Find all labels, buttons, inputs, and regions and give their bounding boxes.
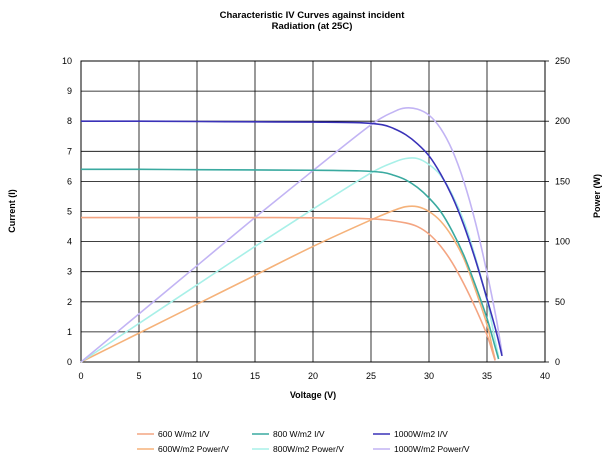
y2-tick-label: 100 bbox=[555, 237, 570, 247]
x-tick-label: 10 bbox=[192, 371, 202, 381]
series-line-600-w-m2-i-v bbox=[80, 216, 496, 361]
y-tick-label: 5 bbox=[67, 207, 72, 217]
chart-title-group: Characteristic IV Curves against inciden… bbox=[220, 10, 406, 32]
y2-tick-label: 150 bbox=[555, 176, 570, 186]
series-layer bbox=[80, 107, 503, 363]
y-tick-label: 0 bbox=[67, 357, 72, 367]
y-tick-label: 2 bbox=[67, 297, 72, 307]
legend-label: 1000W/m2 Power/V bbox=[394, 444, 470, 454]
y-tick-label: 10 bbox=[62, 56, 72, 66]
series-line-600w-m2-power-v bbox=[80, 205, 496, 363]
grid-layer bbox=[80, 60, 546, 363]
y2-tick-label: 50 bbox=[555, 297, 565, 307]
legend-label: 600W/m2 Power/V bbox=[158, 444, 229, 454]
legend: 600 W/m2 I/V 800 W/m2 I/V 1000W/m2 I/V 600W… bbox=[137, 429, 470, 454]
x-tick-label: 30 bbox=[424, 371, 434, 381]
legend-label: 600 W/m2 I/V bbox=[158, 429, 210, 439]
chart-subtitle: Radiation (at 25C) bbox=[272, 21, 353, 32]
y-tick-label: 9 bbox=[67, 86, 72, 96]
y-axis-label: Current (I) bbox=[7, 189, 17, 233]
y2-tick-label: 200 bbox=[555, 116, 570, 126]
axis-layer: 0 5 10 15 20 25 30 35 40012345678910050100150200… bbox=[62, 56, 570, 381]
label-layer: Voltage (V) Current (I) Power (W) bbox=[7, 174, 602, 400]
x-tick-label: 40 bbox=[540, 371, 550, 381]
y-tick-label: 4 bbox=[67, 237, 72, 247]
x-tick-label: 35 bbox=[482, 371, 492, 381]
x-axis-label: Voltage (V) bbox=[290, 390, 336, 400]
series-line-1000w-m2-i-v bbox=[80, 120, 503, 357]
y2-tick-label: 0 bbox=[555, 357, 560, 367]
legend-label: 800W/m2 Power/V bbox=[273, 444, 344, 454]
legend-label: 800 W/m2 I/V bbox=[273, 429, 325, 439]
y-tick-label: 3 bbox=[67, 267, 72, 277]
y2-tick-label: 250 bbox=[555, 56, 570, 66]
x-tick-label: 25 bbox=[366, 371, 376, 381]
x-tick-label: 5 bbox=[136, 371, 141, 381]
y-tick-label: 8 bbox=[67, 116, 72, 126]
chart-title: Characteristic IV Curves against inciden… bbox=[220, 10, 406, 21]
legend-label: 1000W/m2 I/V bbox=[394, 429, 448, 439]
x-tick-label: 20 bbox=[308, 371, 318, 381]
plot-frame bbox=[80, 60, 546, 363]
x-tick-label: 0 bbox=[78, 371, 83, 381]
y2-axis-label: Power (W) bbox=[592, 174, 602, 218]
y-tick-label: 7 bbox=[67, 146, 72, 156]
series-line-1000w-m2-power-v bbox=[80, 107, 503, 363]
series-line-800-w-m2-i-v bbox=[80, 168, 500, 360]
y-tick-label: 1 bbox=[67, 327, 72, 337]
x-tick-label: 15 bbox=[250, 371, 260, 381]
y-tick-label: 6 bbox=[67, 176, 72, 186]
